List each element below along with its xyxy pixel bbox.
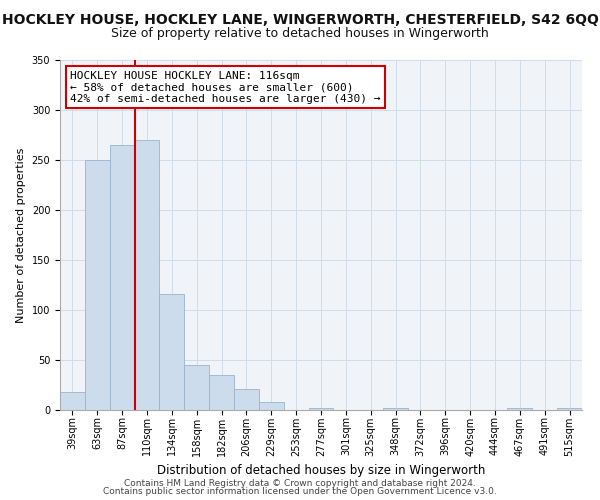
Text: Size of property relative to detached houses in Wingerworth: Size of property relative to detached ho…	[111, 28, 489, 40]
Bar	[110, 145, 134, 410]
Bar	[383, 408, 408, 410]
Text: HOCKLEY HOUSE, HOCKLEY LANE, WINGERWORTH, CHESTERFIELD, S42 6QQ: HOCKLEY HOUSE, HOCKLEY LANE, WINGERWORTH…	[2, 12, 598, 26]
X-axis label: Distribution of detached houses by size in Wingerworth: Distribution of detached houses by size …	[157, 464, 485, 477]
Bar	[134, 140, 160, 410]
Text: Contains HM Land Registry data © Crown copyright and database right 2024.: Contains HM Land Registry data © Crown c…	[124, 478, 476, 488]
Bar	[184, 365, 209, 410]
Bar	[209, 375, 234, 410]
Bar	[259, 402, 284, 410]
Bar	[85, 160, 110, 410]
Bar	[557, 408, 582, 410]
Y-axis label: Number of detached properties: Number of detached properties	[16, 148, 26, 322]
Bar	[508, 408, 532, 410]
Bar	[60, 392, 85, 410]
Bar	[234, 389, 259, 410]
Bar	[160, 294, 184, 410]
Text: HOCKLEY HOUSE HOCKLEY LANE: 116sqm
← 58% of detached houses are smaller (600)
42: HOCKLEY HOUSE HOCKLEY LANE: 116sqm ← 58%…	[70, 70, 381, 104]
Bar	[308, 408, 334, 410]
Text: Contains public sector information licensed under the Open Government Licence v3: Contains public sector information licen…	[103, 487, 497, 496]
